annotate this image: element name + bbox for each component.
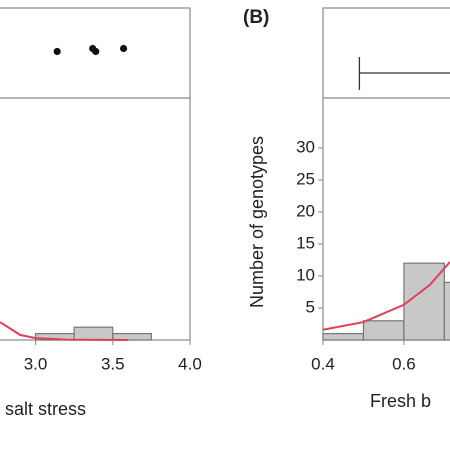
bar (443, 281, 450, 341)
outlier-point (119, 44, 128, 53)
outlier-point (92, 47, 100, 56)
bar (322, 332, 365, 341)
x-axis-label: salt stress (5, 399, 86, 419)
panel-label: (B) (243, 7, 269, 28)
bar (112, 332, 152, 341)
y-tick-label: 30 (296, 137, 315, 156)
bar (73, 326, 114, 341)
outlier-point (53, 47, 61, 56)
x-axis-label: Fresh b (370, 391, 431, 411)
x-tick-label: 0.4 (311, 354, 335, 373)
y-axis-label: Number of genotypes (247, 136, 267, 308)
y-tick-label: 15 (296, 233, 315, 252)
fit-curve (322, 261, 450, 331)
y-tick-label: 20 (296, 201, 315, 220)
y-tick-label: 5 (306, 297, 315, 316)
left-frame (0, 7, 191, 341)
x-tick-label: 4.0 (178, 354, 202, 373)
x-tick-label: 3.5 (101, 354, 125, 373)
y-tick-label: 10 (296, 265, 315, 284)
bar (362, 320, 405, 341)
x-tick-label: 0.6 (392, 354, 416, 373)
y-tick-label: 25 (296, 169, 315, 188)
fit-curve (0, 321, 129, 341)
x-tick-label: 3.0 (24, 354, 48, 373)
